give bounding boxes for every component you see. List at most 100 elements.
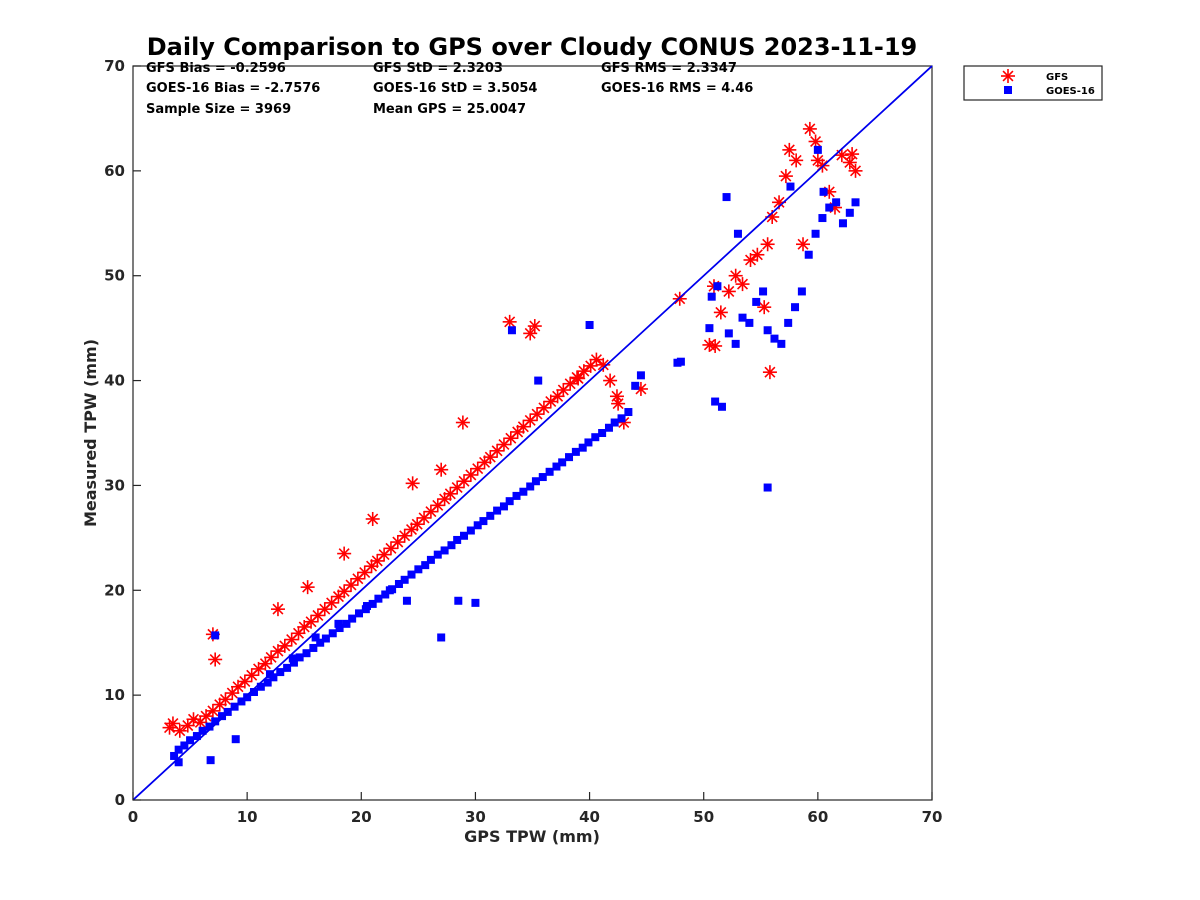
goes-16-point <box>604 423 613 432</box>
goes-16-point <box>777 339 786 348</box>
series-goes-16 <box>170 145 860 767</box>
y-tick-label: 20 <box>104 581 125 599</box>
goes-16-point <box>426 555 435 564</box>
goes-16-point <box>804 250 813 259</box>
goes-16-point <box>845 208 854 217</box>
goes-16-point <box>585 320 594 329</box>
stat-text: GOES-16 Bias = -2.7576 <box>146 81 320 96</box>
goes-16-point <box>256 682 265 691</box>
goes-16-point <box>328 629 337 638</box>
goes-16-point <box>512 491 521 500</box>
gfs-point <box>543 394 558 409</box>
goes-16-point <box>440 546 449 555</box>
gfs-point <box>344 578 359 593</box>
stat-text: GOES-16 RMS = 4.46 <box>601 81 753 96</box>
goes-16-point <box>507 326 516 335</box>
goes-16-point <box>288 654 297 663</box>
x-tick-label: 0 <box>128 808 138 826</box>
legend-gfs-point <box>1001 69 1015 83</box>
gfs-point <box>713 305 728 320</box>
x-tick-label: 70 <box>922 808 943 826</box>
stats-box: GFS Bias = -0.2596 GFS StD = 2.3203 GFS RM… <box>146 61 753 117</box>
gfs-point <box>434 462 449 477</box>
goes-16-point <box>832 198 841 207</box>
goes-16-point <box>584 438 593 447</box>
goes-16-point <box>479 517 488 526</box>
goes-16-point <box>471 598 480 607</box>
gfs-point <box>523 326 538 341</box>
goes-16-point <box>707 292 716 301</box>
goes-16-point <box>180 741 189 750</box>
goes-16-point <box>493 506 502 515</box>
goes-16-point <box>335 624 344 633</box>
goes-16-point <box>460 531 469 540</box>
goes-16-point <box>174 758 183 767</box>
goes-16-point <box>722 193 731 202</box>
goes-16-point <box>400 575 409 584</box>
gfs-point <box>782 142 797 157</box>
goes-16-point <box>302 649 311 658</box>
goes-16-point <box>381 590 390 599</box>
goes-16-point <box>631 381 640 390</box>
goes-16-point <box>738 313 747 322</box>
y-tick-label: 0 <box>115 791 125 809</box>
gfs-point <box>802 121 817 136</box>
goes-16-point <box>394 579 403 588</box>
gfs-point <box>172 723 187 738</box>
goes-16-point <box>811 229 820 238</box>
gfs-point <box>430 498 445 513</box>
x-tick-label: 10 <box>237 808 258 826</box>
goes-16-point <box>531 477 540 486</box>
goes-16-point <box>421 561 430 570</box>
gfs-point <box>778 169 793 184</box>
y-axis-label: Measured TPW (mm) <box>81 339 100 527</box>
goes-16-point <box>186 736 195 745</box>
goes-16-point <box>617 414 626 423</box>
goes-16-point <box>745 318 754 327</box>
goes-16-point <box>838 219 847 228</box>
legend: GFS GOES-16 <box>963 65 1103 101</box>
gfs-point <box>845 147 860 162</box>
goes-16-point <box>170 751 179 760</box>
goes-16-point <box>198 726 207 735</box>
goes-16-point <box>578 443 587 452</box>
goes-16-point <box>819 187 828 196</box>
goes-16-point <box>486 511 495 520</box>
goes-16-point <box>813 145 822 154</box>
gfs-point <box>291 626 306 641</box>
goes-16-point <box>192 732 201 741</box>
goes-16-point <box>770 334 779 343</box>
goes-16-point <box>519 487 528 496</box>
gfs-point <box>337 584 352 599</box>
goes-16-point <box>797 287 806 296</box>
goes-16-point <box>534 376 543 385</box>
goes-16-point <box>724 329 733 338</box>
gfs-point <box>735 277 750 292</box>
gfs-point <box>563 376 578 391</box>
goes-16-point <box>717 402 726 411</box>
goes-16-point <box>598 429 607 437</box>
gfs-point <box>810 153 825 168</box>
y-tick-label: 70 <box>104 57 125 75</box>
goes-16-point <box>231 735 240 744</box>
gfs-point <box>225 686 240 701</box>
y-tick-label: 10 <box>104 686 125 704</box>
gfs-point <box>728 268 743 283</box>
goes-16-point <box>453 535 462 544</box>
gfs-point <box>611 396 626 411</box>
goes-16-point <box>263 678 272 687</box>
gfs-point <box>750 247 765 262</box>
gfs-point <box>199 709 214 724</box>
y-tick-label: 40 <box>104 372 125 390</box>
goes-16-point <box>454 596 463 605</box>
goes-16-point <box>362 602 371 611</box>
gfs-point <box>405 476 420 491</box>
y-tick-label: 50 <box>104 267 125 285</box>
gfs-point <box>757 300 772 315</box>
gfs-point <box>721 284 736 299</box>
stat-text: GOES-16 StD = 3.5054 <box>373 81 537 96</box>
goes-16-point <box>414 565 423 574</box>
one-to-one-line-overlay <box>132 65 933 801</box>
x-tick-label: 60 <box>807 808 828 826</box>
goes-16-point <box>636 371 645 380</box>
